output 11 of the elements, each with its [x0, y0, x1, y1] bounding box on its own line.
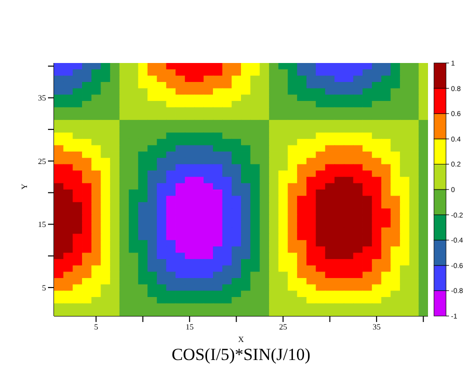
y-tick-label: 35: [38, 94, 46, 103]
y-axis-title: Y: [20, 184, 29, 190]
y-tick-label: 25: [38, 156, 46, 166]
x-tick-label: 15: [186, 322, 194, 332]
x-tick-label: 25: [279, 322, 288, 332]
x-axis-title: X: [238, 335, 244, 344]
x-tick-label: 35: [372, 322, 381, 332]
y-tick-label: 5: [42, 283, 46, 292]
text: COS(I/5)*SIN(J/10): [170, 345, 312, 365]
y-tick-label: 15: [38, 220, 46, 230]
x-tick-label: 5: [94, 322, 98, 332]
